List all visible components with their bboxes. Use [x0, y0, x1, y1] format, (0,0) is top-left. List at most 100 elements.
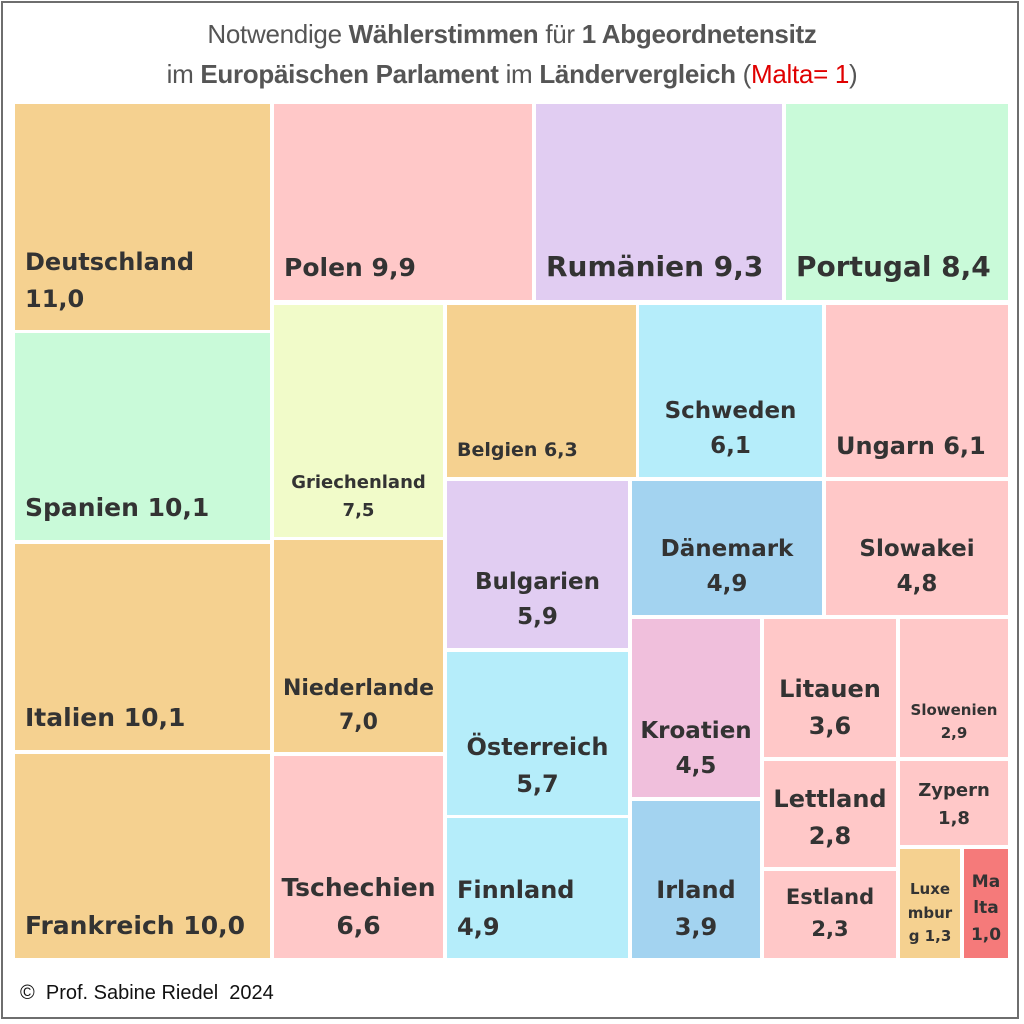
cell-label: Frankreich: [25, 911, 175, 941]
cell-label-row: Deutschland 11,0: [25, 244, 260, 318]
cell-label: Slowenien: [910, 700, 998, 719]
cell-value: 4,8: [896, 571, 938, 598]
treemap-cell-schweden: Schweden 6,1: [639, 305, 822, 477]
cell-value: 6,1: [943, 431, 986, 460]
cell-value: 10,1: [147, 493, 210, 523]
cell-label-row: Frankreich 10,0: [25, 907, 245, 946]
cell-value: 4,5: [675, 753, 717, 780]
cell-label-part: Luxe: [909, 880, 951, 899]
cell-label: Irland: [656, 875, 736, 904]
treemap-cell-österreich: Österreich 5,7: [447, 652, 628, 815]
cell-label: Spanien: [25, 493, 139, 523]
treemap-cell-frankreich: Frankreich 10,0: [15, 754, 270, 958]
cell-label-part: lta: [973, 898, 999, 919]
title-segment: im: [498, 59, 540, 89]
cell-label: Portugal: [796, 249, 932, 283]
cell-label: Deutschland: [25, 247, 195, 276]
cell-value: 4,9: [706, 571, 748, 598]
cell-value: 10,0: [183, 911, 245, 941]
title-segment: Europäischen Parlament: [200, 59, 499, 89]
cell-label-row: Portugal 8,4: [796, 245, 991, 288]
treemap-cell-estland: Estland 2,3: [764, 871, 896, 958]
cell-value: 6,6: [336, 911, 381, 941]
cell-label-row: Ungarn 6,1: [836, 428, 986, 465]
cell-label-row: Rumänien 9,3: [546, 245, 763, 288]
treemap-cell-finnland: Finnland 4,9: [447, 818, 628, 958]
treemap-cell-zypern: Zypern 1,8: [900, 761, 1008, 845]
copyright-footer: © Prof. Sabine Riedel 2024: [20, 982, 274, 1004]
title-segment: 1 Abgeordnetensitz: [581, 19, 817, 49]
treemap-cell-ungarn: Ungarn 6,1: [826, 305, 1008, 477]
treemap-cell-rumänien: Rumänien 9,3: [536, 104, 782, 300]
cell-label-row: Finnland 4,9: [457, 872, 618, 946]
treemap-cell-malta: Ma lta 1,0: [964, 849, 1008, 958]
cell-value: 6,3: [544, 438, 578, 461]
cell-label-row: Polen 9,9: [284, 249, 416, 288]
treemap-cell-slowenien: Slowenien 2,9: [900, 619, 1008, 757]
cell-label: Bulgarien: [475, 568, 600, 595]
cell-label-part: Ma: [971, 871, 1001, 892]
treemap-cell-dänemark: Dänemark 4,9: [632, 481, 822, 615]
cell-value: 8,4: [941, 249, 991, 283]
cell-label: Ungarn: [836, 431, 935, 460]
treemap-cell-polen: Polen 9,9: [274, 104, 532, 300]
cell-label-row: Italien 10,1: [25, 699, 185, 738]
cell-label: Slowakei: [859, 535, 975, 562]
cell-value: 9,9: [371, 253, 416, 283]
cell-label: Kroatien: [640, 717, 752, 744]
cell-label: Italien: [25, 703, 116, 733]
treemap-cell-kroatien: Kroatien 4,5: [632, 619, 760, 797]
treemap-cell-luxemburg: Luxe mbur g 1,3: [900, 849, 960, 958]
cell-value: 7,5: [342, 500, 375, 522]
cell-value: 5,9: [517, 604, 558, 631]
cell-label: Rumänien: [546, 249, 705, 283]
treemap-cell-bulgarien: Bulgarien 5,9: [447, 481, 628, 648]
title-segment: Ländervergleich: [539, 59, 736, 89]
cell-value: 6,1: [710, 433, 751, 460]
cell-label-row: Belgien 6,3: [457, 436, 578, 465]
title-segment: (: [735, 59, 752, 89]
cell-label: Litauen: [779, 674, 881, 703]
cell-value: 1,8: [938, 808, 970, 830]
cell-label: Dänemark: [660, 535, 794, 562]
title-segment: für: [538, 19, 582, 49]
cell-value: 2,3: [811, 917, 849, 942]
treemap-cell-litauen: Litauen 3,6: [764, 619, 896, 757]
cell-label: Finnland: [457, 875, 575, 904]
cell-label: Belgien: [457, 438, 538, 461]
cell-value: 9,3: [713, 249, 764, 283]
cell-value: 2,8: [808, 821, 852, 850]
treemap-cell-niederlande: Niederlande 7,0: [274, 540, 443, 752]
cell-label: Lettland: [773, 784, 887, 813]
title-line-2: im Europäischen Parlament im Ländervergl…: [0, 54, 1024, 94]
cell-value: 10,1: [123, 703, 186, 733]
cell-label: Zypern: [918, 780, 990, 802]
treemap-cell-griechenland: Griechenland 7,5: [274, 305, 443, 537]
cell-value: 5,7: [516, 769, 559, 798]
treemap-cell-irland: Irland 3,9: [632, 801, 760, 958]
cell-value: 2,9: [940, 723, 968, 742]
title-segment: Notwendige: [207, 19, 349, 49]
treemap-cell-slowakei: Slowakei 4,8: [826, 481, 1008, 615]
title-segment: Wählerstimmen: [348, 19, 539, 49]
cell-value: 3,9: [674, 912, 718, 941]
cell-label: Polen: [284, 253, 363, 283]
cell-label-row: Spanien 10,1: [25, 489, 209, 528]
cell-label: Tschechien: [281, 872, 436, 902]
treemap-cell-tschechien: Tschechien 6,6: [274, 756, 443, 958]
cell-label: Schweden: [664, 397, 797, 424]
title-segment: Malta= 1: [750, 59, 850, 89]
treemap-cell-belgien: Belgien 6,3: [447, 305, 636, 477]
cell-label: Niederlande: [282, 675, 435, 701]
cell-value: 3,6: [808, 711, 852, 740]
cell-value: 7,0: [339, 709, 378, 735]
chart-title: Notwendige Wählerstimmen für 1 Abgeordne…: [0, 14, 1024, 94]
cell-value: 4,9: [457, 912, 500, 941]
treemap-cell-spanien: Spanien 10,1: [15, 333, 270, 540]
title-segment: im: [166, 59, 201, 89]
title-line-1: Notwendige Wählerstimmen für 1 Abgeordne…: [0, 14, 1024, 54]
treemap-cell-italien: Italien 10,1: [15, 544, 270, 750]
cell-label-part: mbur: [907, 903, 953, 922]
cell-label-part: g 1,3: [908, 926, 952, 945]
